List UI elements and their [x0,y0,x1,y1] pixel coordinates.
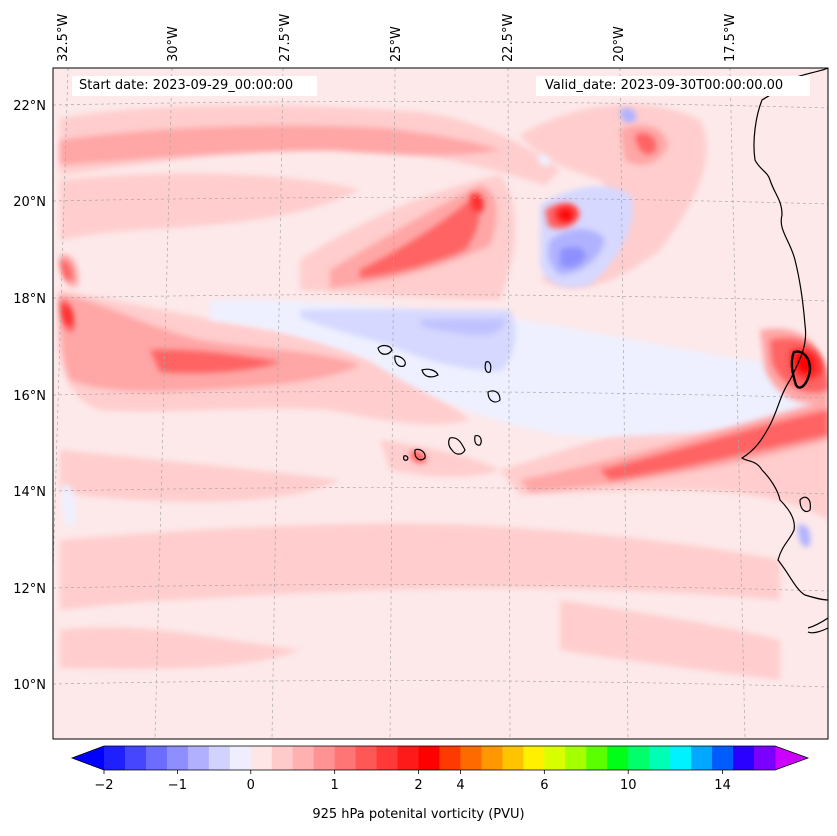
colorbar-cell [439,746,461,770]
colorbar-cell [397,746,420,770]
colorbar-cell [502,746,524,770]
lon-label: 20°W [612,26,627,62]
start-date-label: Start date: 2023-09-29_00:00:00 [72,76,317,96]
colorbar-tick-label: 14 [714,778,731,793]
lat-label: 22°N [13,99,46,114]
colorbar-cell [145,746,168,770]
colorbar-cell [565,746,587,770]
colorbar-cell [229,746,252,770]
colorbar-cell [292,746,315,770]
colorbar-cell [733,746,755,770]
valid-date-label: Valid_date: 2023-09-30T00:00:00.00 [536,76,810,96]
colorbar-cell [355,746,378,770]
colorbar-cell [754,746,776,770]
colorbar-tick-label: 10 [620,778,637,793]
colorbar-cells [104,746,776,770]
colorbar-tick-label: 2 [414,778,422,793]
latitude-labels: 22°N 20°N 18°N 16°N 14°N 12°N 10°N [13,99,46,693]
lon-label: 30°W [166,26,181,62]
colorbar-tick-label: −1 [168,778,187,793]
colorbar-tick-label: −2 [94,778,113,793]
colorbar-cell [523,746,545,770]
coastlines [377,68,828,634]
colorbar-over-arrow [775,746,808,770]
lat-label: 18°N [13,292,46,307]
colorbar-cell [649,746,671,770]
colorbar-cell [670,746,692,770]
colorbar-cell [628,746,650,770]
colorbar-ticks: −2 −1 0 1 2 4 6 10 14 [94,770,731,793]
colorbar-cell [586,746,608,770]
longitude-labels: 32.5°W 30°W 27.5°W 25°W 22.5°W 20°W 17.5… [56,14,738,62]
colorbar-tick-label: 0 [247,778,255,793]
colorbar-under-arrow [72,746,104,770]
lat-label: 20°N [13,195,46,210]
colorbar-cell [208,746,231,770]
colorbar: −2 −1 0 1 2 4 6 10 14 [70,745,810,793]
colorbar-cell [418,746,440,770]
lon-label: 22.5°W [501,14,516,62]
colorbar-cell [313,746,336,770]
colorbar-cell [712,746,734,770]
colorbar-cell [607,746,629,770]
lat-label: 14°N [13,485,46,500]
colorbar-tick-label: 1 [331,778,339,793]
colorbar-tick-label: 4 [456,778,464,793]
colorbar-cell [334,746,357,770]
colorbar-cell [124,746,147,770]
colorbar-cell [271,746,294,770]
colorbar-cell [481,746,503,770]
lon-label: 17.5°W [723,14,738,62]
colorbar-cell [104,746,126,770]
colorbar-cell [544,746,566,770]
pv-contour-field [53,68,828,739]
colorbar-label: 925 hPa potenital vorticity (PVU) [312,807,525,822]
lon-label: 32.5°W [56,14,71,62]
colorbar-tick-label: 6 [540,778,548,793]
lat-label: 12°N [13,582,46,597]
lon-label: 27.5°W [278,14,293,62]
colorbar-cell [166,746,189,770]
colorbar-cell [691,746,713,770]
colorbar-cell [187,746,210,770]
lat-label: 10°N [13,678,46,693]
colorbar-cell [250,746,273,770]
lon-label: 25°W [389,26,404,62]
graticule [53,68,828,739]
colorbar-cell [376,746,399,770]
map-frame [52,67,829,740]
colorbar-cell [460,746,482,770]
lat-label: 16°N [13,389,46,404]
